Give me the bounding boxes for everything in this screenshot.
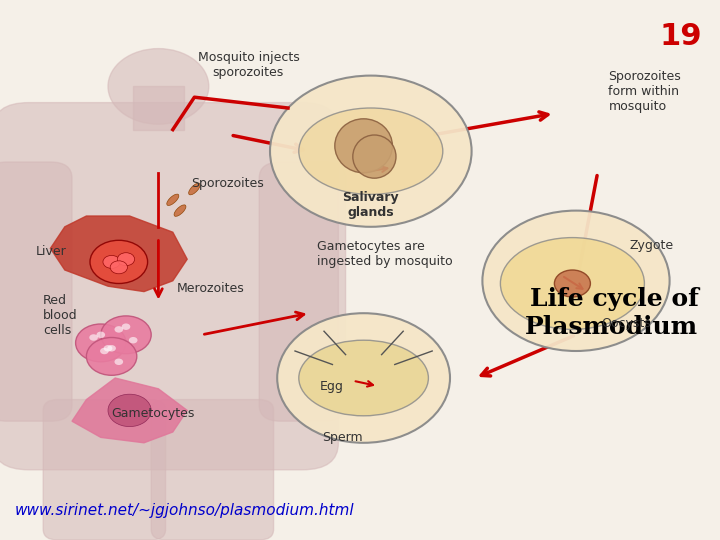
Text: Sporozoites
form within
mosquito: Sporozoites form within mosquito [608,70,681,113]
Circle shape [117,253,135,266]
Text: Salivary
glands: Salivary glands [343,191,399,219]
Circle shape [114,326,123,333]
FancyBboxPatch shape [133,86,184,130]
Circle shape [114,359,123,365]
Text: Mosquito injects
sporozoites: Mosquito injects sporozoites [197,51,300,79]
Text: Sperm: Sperm [322,431,362,444]
Circle shape [270,76,472,227]
FancyBboxPatch shape [43,400,166,540]
Circle shape [104,345,112,352]
Circle shape [129,337,138,343]
Circle shape [108,49,209,124]
Circle shape [96,332,105,338]
Circle shape [107,345,116,352]
Text: Gametocytes are
ingested by mosquito: Gametocytes are ingested by mosquito [317,240,452,268]
Circle shape [108,394,151,427]
Ellipse shape [174,205,186,217]
Circle shape [89,334,98,341]
Text: www.sirinet.net/~jgjohnso/plasmodium.html: www.sirinet.net/~jgjohnso/plasmodium.htm… [14,503,354,518]
Ellipse shape [500,238,644,329]
Ellipse shape [167,194,179,206]
Circle shape [277,313,450,443]
Text: Liver: Liver [36,245,67,258]
Circle shape [110,261,127,274]
Circle shape [122,323,130,330]
Circle shape [86,338,137,375]
Text: Life cycle of
Plasmodium: Life cycle of Plasmodium [526,287,698,339]
Circle shape [554,270,590,297]
Circle shape [482,211,670,351]
Ellipse shape [353,135,396,178]
FancyBboxPatch shape [259,162,346,421]
Text: Red
blood
cells: Red blood cells [43,294,78,338]
FancyBboxPatch shape [0,162,72,421]
Text: Oocysts: Oocysts [601,318,651,330]
Text: 19: 19 [660,22,702,51]
Text: Egg: Egg [319,380,343,393]
Polygon shape [50,216,187,292]
Ellipse shape [299,108,443,194]
Ellipse shape [299,340,428,416]
Circle shape [103,255,120,268]
Text: Sporozoites: Sporozoites [191,177,264,190]
Ellipse shape [189,183,200,195]
Circle shape [76,324,126,362]
FancyBboxPatch shape [151,400,274,540]
FancyBboxPatch shape [0,103,338,470]
Ellipse shape [335,119,392,173]
Circle shape [90,240,148,284]
Circle shape [101,316,151,354]
Text: Merozoites: Merozoites [176,282,244,295]
Text: Gametocytes: Gametocytes [112,407,195,420]
Text: Zygote: Zygote [630,239,674,252]
Circle shape [100,348,109,354]
Polygon shape [72,378,187,443]
